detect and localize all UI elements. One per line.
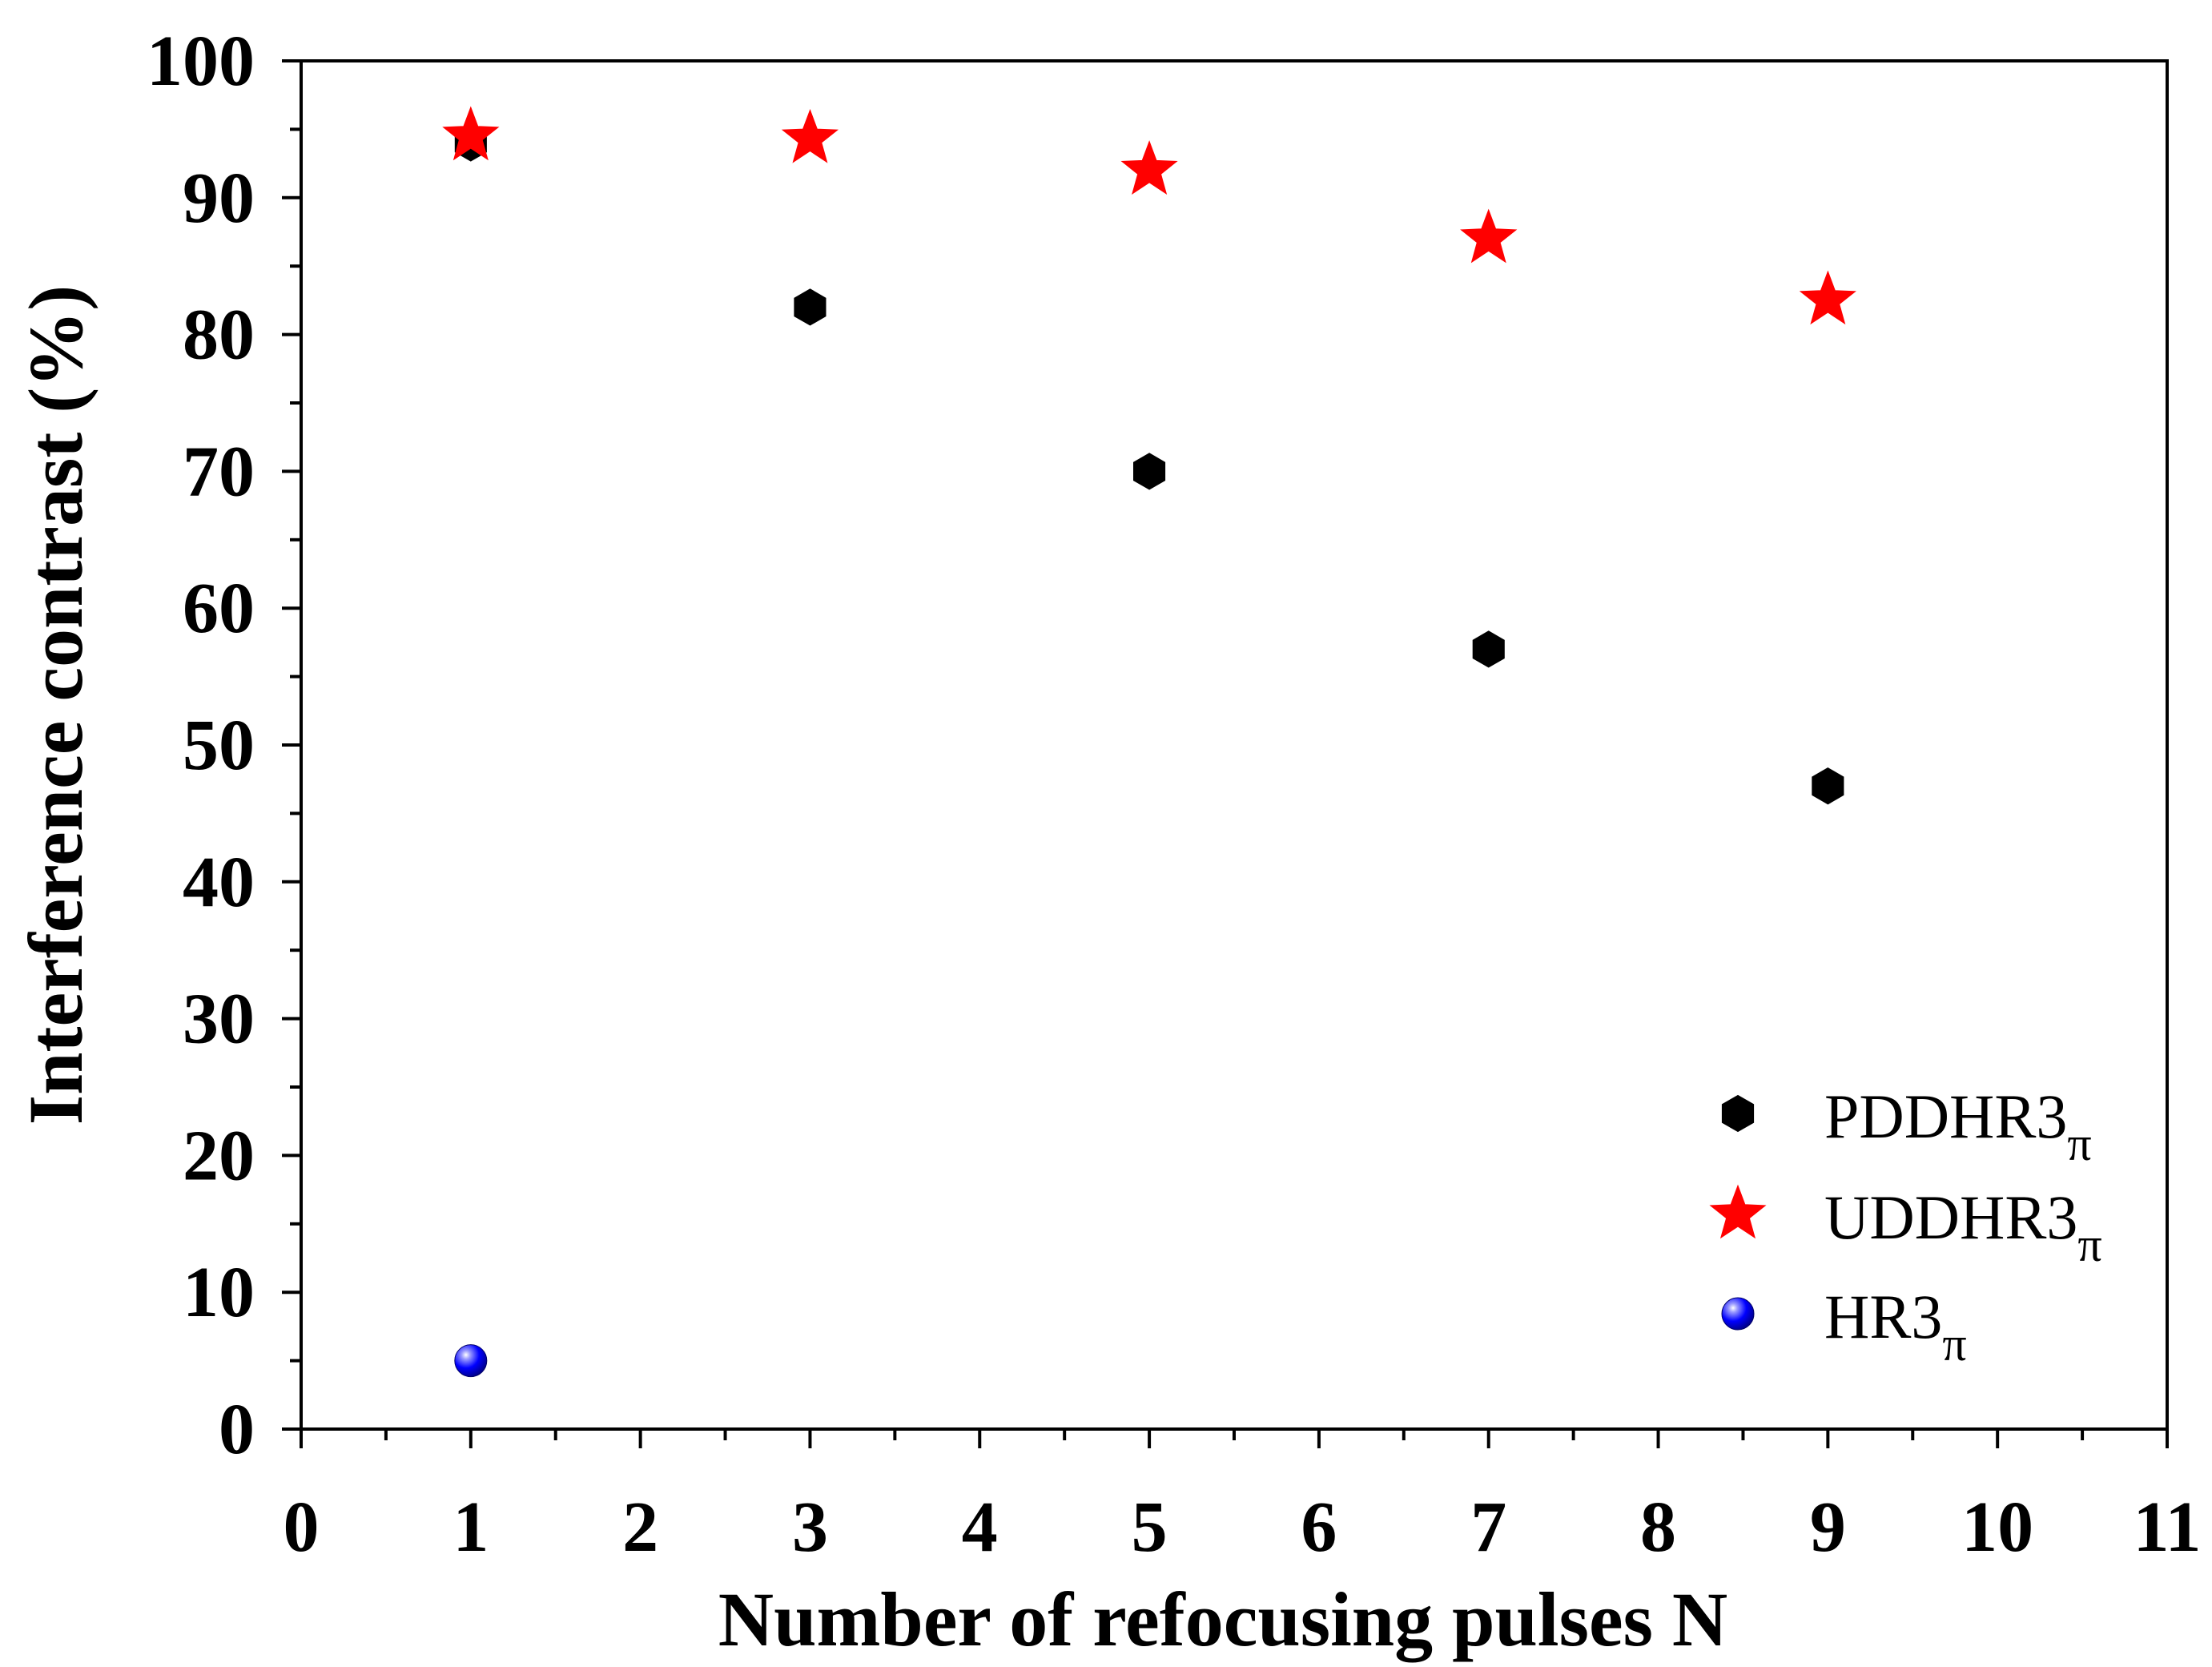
x-axis-title: Number of refocusing pulses N [718,1576,1728,1662]
point-pddhr3 [1133,453,1166,490]
x-tick-label: 7 [1470,1488,1506,1567]
x-tick-label: 11 [2133,1488,2201,1567]
legend-marker-hr3 [1721,1297,1755,1331]
x-tick-label: 3 [792,1488,828,1567]
y-tick-label: 40 [183,843,255,922]
point-uddhr3 [781,108,839,163]
y-tick-label: 70 [183,432,255,511]
y-tick-label: 20 [183,1116,255,1195]
y-tick-label: 100 [147,22,255,101]
legend-label-uddhr3: UDDHR3π [1824,1182,2102,1271]
legend-subscript: π [2067,1117,2091,1170]
point-uddhr3 [442,106,500,161]
legend-marker-pddhr3 [1721,1094,1755,1133]
x-tick-label: 4 [962,1488,998,1567]
point-hr3 [454,1344,488,1378]
y-tick-label: 50 [183,706,255,785]
point-pddhr3 [794,288,826,326]
x-tick-label: 10 [1961,1488,2033,1567]
point-uddhr3 [1460,208,1518,264]
legend-subscript: π [1942,1318,1966,1371]
x-tick-label: 5 [1132,1488,1168,1567]
point-pddhr3 [1812,767,1844,805]
legend-marker-uddhr3 [1709,1184,1767,1239]
point-uddhr3 [1120,140,1178,195]
x-tick-label: 2 [622,1488,658,1567]
y-tick-label: 90 [183,159,255,238]
x-tick-label: 8 [1640,1488,1676,1567]
x-tick-label: 6 [1301,1488,1337,1567]
y-tick-label: 60 [183,569,255,648]
point-uddhr3 [1799,270,1856,325]
point-pddhr3 [1472,630,1505,668]
y-tick-label: 30 [183,980,255,1059]
y-tick-label: 10 [183,1253,255,1332]
x-tick-label: 9 [1810,1488,1846,1567]
x-tick-label: 0 [284,1488,320,1567]
legend-subscript: π [2077,1218,2101,1271]
y-tick-label: 0 [219,1390,255,1469]
legend-label-pddhr3: PDDHR3π [1824,1081,2092,1170]
x-tick-label: 1 [452,1488,489,1567]
y-axis-title: Interference contrast (%) [13,285,99,1125]
legend-label-hr3: HR3π [1824,1282,1967,1371]
y-tick-label: 80 [183,296,255,375]
